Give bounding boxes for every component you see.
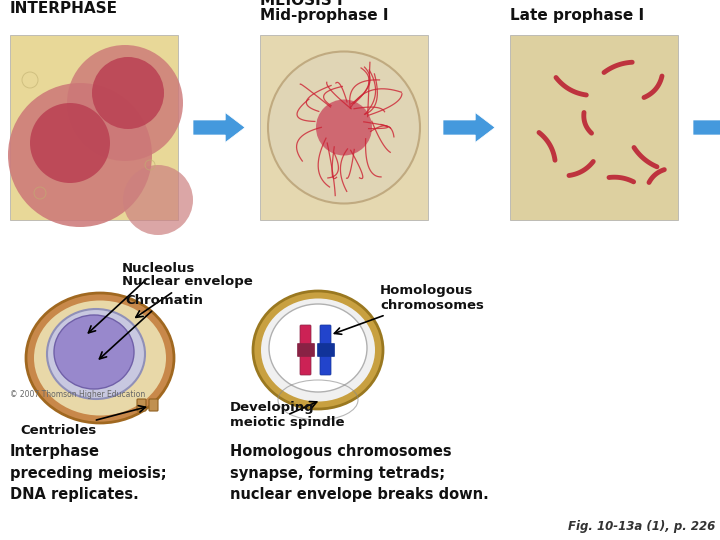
FancyArrow shape bbox=[443, 112, 495, 143]
Circle shape bbox=[30, 103, 110, 183]
Text: Homologous chromosomes
synapse, forming tetrads;
nuclear envelope breaks down.: Homologous chromosomes synapse, forming … bbox=[230, 444, 489, 502]
FancyArrow shape bbox=[693, 112, 720, 143]
Ellipse shape bbox=[261, 299, 375, 402]
Text: Nuclear envelope: Nuclear envelope bbox=[122, 275, 253, 318]
Circle shape bbox=[92, 57, 164, 129]
Bar bbox=[10, 35, 178, 220]
Text: Fig. 10-13a (1), p. 226: Fig. 10-13a (1), p. 226 bbox=[568, 520, 715, 533]
Circle shape bbox=[316, 99, 372, 156]
Ellipse shape bbox=[269, 304, 367, 392]
FancyBboxPatch shape bbox=[297, 343, 315, 356]
Text: Developing
meiotic spindle: Developing meiotic spindle bbox=[230, 401, 344, 429]
Circle shape bbox=[268, 51, 420, 204]
Text: © 2007 Thomson Higher Education: © 2007 Thomson Higher Education bbox=[10, 390, 145, 399]
Text: MEIOSIS I: MEIOSIS I bbox=[260, 0, 343, 8]
Bar bbox=[260, 35, 428, 220]
FancyArrow shape bbox=[193, 112, 245, 143]
Ellipse shape bbox=[26, 293, 174, 423]
Ellipse shape bbox=[54, 315, 134, 389]
Circle shape bbox=[123, 165, 193, 235]
Circle shape bbox=[8, 83, 152, 227]
Text: Centrioles: Centrioles bbox=[20, 406, 145, 436]
Ellipse shape bbox=[47, 309, 145, 399]
Text: Interphase
preceding meiosis;
DNA replicates.: Interphase preceding meiosis; DNA replic… bbox=[10, 444, 166, 502]
Text: Homologous
chromosomes: Homologous chromosomes bbox=[334, 284, 484, 334]
FancyBboxPatch shape bbox=[300, 325, 311, 375]
Text: Late prophase I: Late prophase I bbox=[510, 8, 644, 23]
FancyBboxPatch shape bbox=[320, 325, 331, 375]
FancyBboxPatch shape bbox=[318, 343, 335, 356]
Circle shape bbox=[67, 45, 183, 161]
Text: Mid-prophase I: Mid-prophase I bbox=[260, 8, 389, 23]
Text: Chromatin: Chromatin bbox=[99, 294, 203, 359]
Text: Nucleolus: Nucleolus bbox=[89, 261, 195, 333]
Bar bbox=[510, 35, 678, 220]
FancyBboxPatch shape bbox=[149, 399, 158, 411]
Ellipse shape bbox=[34, 300, 166, 415]
Text: INTERPHASE: INTERPHASE bbox=[10, 1, 118, 16]
Ellipse shape bbox=[253, 291, 383, 409]
FancyBboxPatch shape bbox=[137, 399, 146, 411]
